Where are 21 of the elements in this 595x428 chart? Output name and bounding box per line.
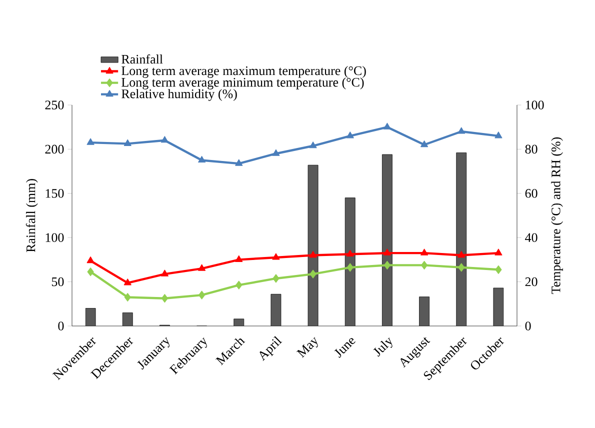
y2-tick-label: 60 bbox=[525, 189, 538, 198]
x-tick-label: June bbox=[334, 338, 356, 358]
legend-label: Rainfall bbox=[122, 54, 163, 64]
legend-label: Long term average maximum temperature (°C) bbox=[122, 66, 366, 78]
y2-tick-label: 40 bbox=[525, 233, 538, 242]
y-tick-label: 150 bbox=[46, 189, 64, 198]
y2-tick-label: 0 bbox=[525, 322, 531, 330]
y-axis-title: Rainfall (mm) bbox=[26, 179, 38, 252]
y2-tick-label: 20 bbox=[525, 277, 538, 286]
y-tick-label: 100 bbox=[46, 233, 64, 242]
y-tick-label: 0 bbox=[58, 322, 64, 330]
y-tick-label: 250 bbox=[45, 100, 64, 110]
legend-label: Relative humidity (%) bbox=[122, 89, 237, 101]
x-tick-label: July bbox=[373, 337, 392, 357]
y2-tick-label: 100 bbox=[526, 100, 544, 110]
y-tick-label: 200 bbox=[45, 144, 64, 154]
y2-tick-label: 80 bbox=[525, 144, 538, 154]
x-tick-label: May bbox=[296, 337, 318, 358]
y2-axis-title: Temperature (°C) and RH (%) bbox=[551, 137, 563, 294]
y-tick-label: 50 bbox=[52, 277, 64, 286]
legend-label: Long term average minimum temperature (°C) bbox=[122, 78, 364, 90]
